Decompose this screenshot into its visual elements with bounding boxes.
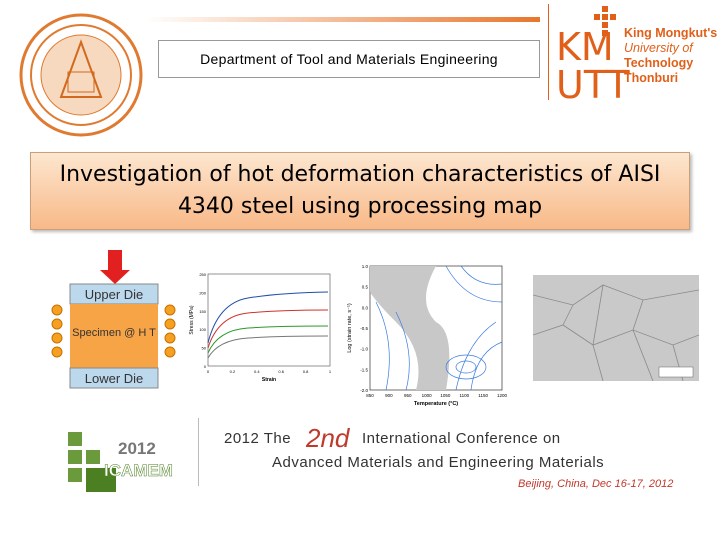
divider xyxy=(548,4,549,100)
header-rule xyxy=(145,17,540,22)
conference-logo: 2012 ICAMEM xyxy=(68,432,173,492)
x-tick-label: 1200 xyxy=(497,393,508,398)
university-line: Technology xyxy=(624,56,694,70)
y-tick-label: 200 xyxy=(199,290,206,295)
y-tick-label: 1.0 xyxy=(362,264,369,269)
kmutt-logo: KM UTT xyxy=(556,28,630,104)
x-tick-label: 850 xyxy=(366,393,374,398)
conference-line: International Conference on xyxy=(362,430,561,447)
x-tick-label: 0.8 xyxy=(303,369,309,374)
lower-die: Lower Die xyxy=(85,371,144,386)
x-tick-label: 0.4 xyxy=(254,369,260,374)
y-tick-label: 0.0 xyxy=(362,305,369,310)
specimen-label: Specimen @ H T xyxy=(72,327,156,339)
y-tick-label: 0 xyxy=(204,364,207,369)
university-line: Thonburi xyxy=(624,71,679,85)
conference-place-date: Beijing, China, Dec 16-17, 2012 xyxy=(518,478,673,490)
y-tick-label: 250 xyxy=(199,272,206,277)
x-tick-label: 0 xyxy=(207,369,210,374)
y-tick-label: -2.0 xyxy=(360,388,368,393)
x-tick-label: 900 xyxy=(385,393,393,398)
university-seal xyxy=(19,13,143,137)
conference-ordinal: 2nd xyxy=(305,423,351,453)
x-tick-label: 1 xyxy=(329,369,332,374)
x-tick-label: 1150 xyxy=(478,393,488,398)
conference-line: Advanced Materials and Engineering Mater… xyxy=(272,454,604,471)
y-tick-label: -1.0 xyxy=(360,347,368,352)
x-tick-label: 1100 xyxy=(459,393,469,398)
university-line: King Mongkut's xyxy=(624,26,718,40)
department-label: Department of Tool and Materials Enginee… xyxy=(158,40,540,78)
divider xyxy=(198,418,199,486)
processing-map-figure: 850 900 950 1000 1050 1100 1150 1200 1.0 0.5 0.0 -0… xyxy=(347,264,508,407)
conference-banner: 2012 The 2nd International Conference on… xyxy=(224,423,673,490)
university-line: University of xyxy=(624,41,693,55)
y-tick-label: 50 xyxy=(202,346,207,351)
x-tick-label: 0.2 xyxy=(230,369,236,374)
x-axis-label: Strain xyxy=(262,377,276,383)
upper-die: Upper Die xyxy=(85,287,144,302)
die-diagram: Upper Die Specimen @ H T Lower Die xyxy=(51,250,176,389)
x-tick-label: 950 xyxy=(404,393,412,398)
y-tick-label: 100 xyxy=(199,327,206,332)
y-axis-label: Log (strain rate, s⁻¹) xyxy=(347,303,353,353)
y-tick-label: -0.5 xyxy=(360,326,368,331)
y-tick-label: -1.5 xyxy=(360,367,368,372)
logo-letters: UTT xyxy=(556,63,630,107)
y-tick-label: 150 xyxy=(199,309,206,314)
slide-title: Investigation of hot deformation charact… xyxy=(30,152,690,230)
micrograph xyxy=(533,275,699,381)
university-name: King Mongkut's University of Technology … xyxy=(624,26,717,86)
x-tick-label: 0.6 xyxy=(278,369,284,374)
title-text: Investigation of hot deformation charact… xyxy=(59,162,661,219)
y-tick-label: 0.5 xyxy=(362,285,369,290)
y-axis-label: Stress (MPa) xyxy=(189,305,195,335)
logo-name: ICAMEM xyxy=(104,461,173,480)
logo-dots xyxy=(594,6,616,36)
x-tick-label: 1000 xyxy=(422,393,433,398)
x-tick-label: 1050 xyxy=(440,393,451,398)
x-axis-label: Temperature (°C) xyxy=(414,401,458,407)
logo-year: 2012 xyxy=(118,439,156,458)
conference-line: 2012 The xyxy=(224,430,291,447)
stress-strain-figure: 0 0.2 0.4 0.6 0.8 1 0 50 100 150 200 250 Strain Stres… xyxy=(189,272,332,383)
